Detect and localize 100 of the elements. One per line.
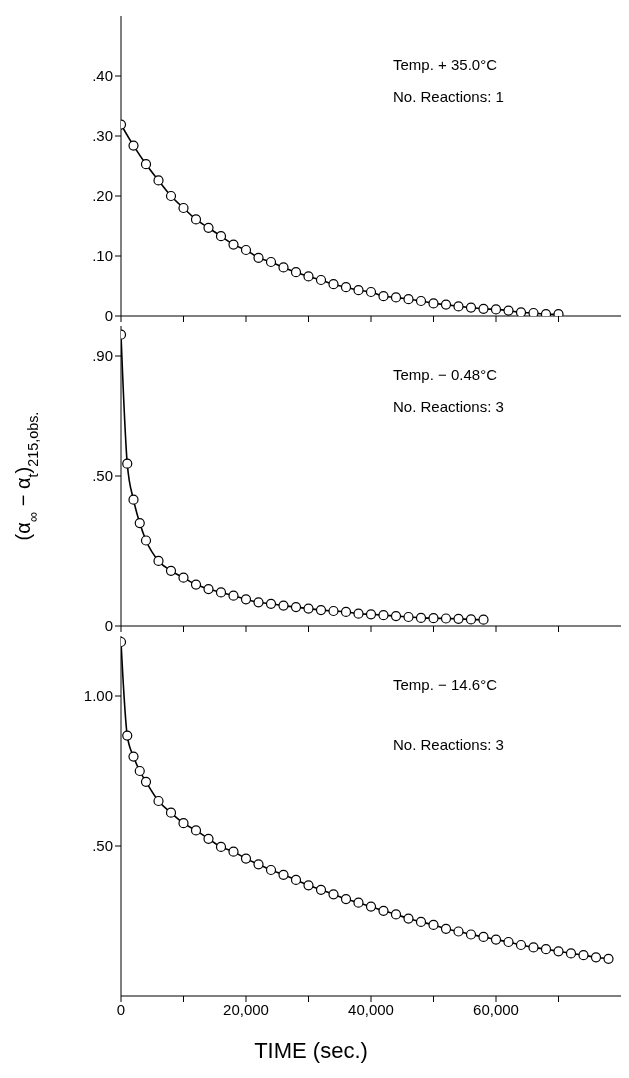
point bbox=[378, 291, 389, 302]
point bbox=[215, 587, 227, 598]
point bbox=[240, 244, 252, 256]
point bbox=[428, 919, 439, 930]
point bbox=[278, 600, 289, 611]
point bbox=[553, 946, 564, 957]
point bbox=[353, 285, 364, 296]
point bbox=[134, 765, 145, 777]
point bbox=[128, 751, 139, 762]
point bbox=[303, 603, 314, 614]
point bbox=[240, 853, 252, 864]
point bbox=[153, 175, 164, 186]
point bbox=[565, 948, 577, 959]
point bbox=[453, 613, 464, 624]
point bbox=[515, 307, 527, 316]
y-tick-label: .50 bbox=[92, 467, 113, 485]
point bbox=[403, 294, 414, 305]
annotation: Temp. − 0.48°C bbox=[393, 366, 497, 383]
point bbox=[228, 846, 239, 857]
point bbox=[353, 608, 364, 619]
point bbox=[403, 611, 414, 623]
point bbox=[340, 894, 352, 905]
point bbox=[165, 565, 177, 576]
point bbox=[465, 614, 477, 625]
point bbox=[278, 869, 289, 880]
y-tick-label: .20 bbox=[92, 187, 113, 205]
point bbox=[122, 458, 133, 469]
point bbox=[453, 926, 464, 937]
x-axis-title: TIME (sec.) bbox=[254, 1038, 368, 1063]
point bbox=[353, 897, 364, 908]
point bbox=[590, 952, 602, 963]
point bbox=[128, 140, 139, 151]
point bbox=[315, 274, 327, 286]
point bbox=[365, 901, 377, 912]
point bbox=[490, 304, 502, 315]
point bbox=[315, 884, 327, 895]
point bbox=[465, 302, 477, 313]
x-tick-label: 20,000 bbox=[223, 1000, 269, 1018]
point bbox=[265, 864, 277, 876]
point bbox=[390, 909, 402, 920]
point bbox=[528, 942, 539, 953]
point bbox=[303, 880, 314, 891]
point bbox=[515, 939, 527, 951]
point bbox=[340, 282, 352, 293]
point bbox=[128, 494, 139, 505]
point bbox=[290, 874, 302, 885]
point bbox=[122, 730, 133, 741]
y-tick-label: .40 bbox=[92, 67, 113, 85]
point bbox=[178, 202, 189, 214]
y-tick-label: 0 bbox=[104, 617, 113, 635]
point bbox=[215, 231, 227, 242]
point bbox=[134, 518, 145, 529]
point bbox=[390, 611, 402, 622]
point bbox=[178, 572, 189, 583]
point bbox=[365, 609, 377, 620]
point bbox=[478, 303, 489, 314]
point bbox=[503, 305, 514, 316]
point bbox=[478, 931, 489, 942]
point bbox=[415, 916, 427, 927]
point bbox=[440, 299, 452, 310]
y-tick-label: .10 bbox=[92, 247, 113, 265]
point bbox=[440, 613, 452, 624]
point bbox=[215, 841, 227, 852]
point bbox=[303, 271, 314, 282]
x-tick-label: 0 bbox=[116, 1000, 126, 1018]
point bbox=[503, 936, 514, 948]
point bbox=[140, 776, 152, 787]
annotation: Temp. + 35.0°C bbox=[393, 56, 497, 73]
point bbox=[240, 594, 252, 605]
point bbox=[378, 905, 389, 916]
point bbox=[203, 833, 214, 844]
y-tick-label: 1.00 bbox=[83, 687, 113, 705]
point bbox=[390, 292, 402, 303]
point bbox=[540, 944, 552, 955]
point bbox=[190, 214, 202, 225]
annotation: No. Reactions: 1 bbox=[393, 88, 504, 105]
y-tick-label: .90 bbox=[92, 347, 113, 365]
x-tick-label: 60,000 bbox=[473, 1000, 519, 1018]
y-tick-label: .30 bbox=[92, 127, 113, 145]
point bbox=[290, 267, 302, 278]
point bbox=[328, 605, 339, 617]
point bbox=[203, 222, 214, 233]
point bbox=[428, 298, 439, 309]
point bbox=[378, 610, 389, 621]
point bbox=[153, 555, 164, 566]
point bbox=[315, 605, 327, 616]
point bbox=[228, 239, 239, 250]
point bbox=[453, 301, 464, 312]
annotation: No. Reactions: 3 bbox=[393, 736, 504, 753]
x-tick-label: 40,000 bbox=[348, 1000, 394, 1018]
y-tick-label: .50 bbox=[92, 837, 113, 855]
point bbox=[265, 598, 277, 609]
point bbox=[428, 613, 439, 624]
point bbox=[365, 286, 377, 298]
point bbox=[253, 597, 264, 608]
point bbox=[190, 825, 202, 836]
point bbox=[290, 602, 302, 613]
point bbox=[228, 590, 239, 601]
annotation: Temp. − 14.6°C bbox=[393, 676, 497, 693]
point bbox=[578, 950, 589, 961]
